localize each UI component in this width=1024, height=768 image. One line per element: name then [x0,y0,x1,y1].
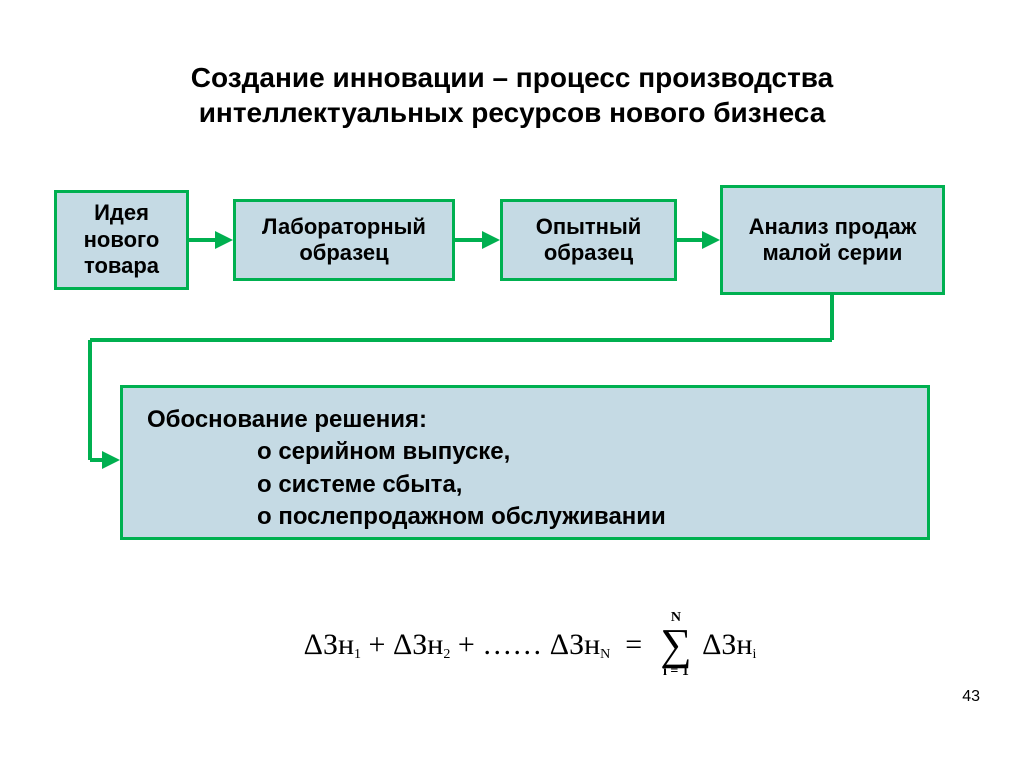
formula: ΔЗн1 + ΔЗн2 + …… ΔЗнN = N ∑ i = 1 ΔЗнi [250,600,810,690]
formula-delta-n: Δ [550,628,569,662]
sigma-block: N ∑ i = 1 [660,611,691,679]
formula-dots: …… [482,628,542,662]
formula-space [695,628,703,662]
formula-sub-2: 2 [443,647,450,663]
formula-sub-i: i [752,647,756,663]
formula-sub-n: N [600,647,610,663]
formula-sub-1: 1 [354,647,361,663]
formula-plus-1: + [361,628,393,662]
formula-var-2: Зн [412,628,443,662]
sigma-icon: ∑ [660,625,691,665]
formula-var-1: Зн [323,628,354,662]
formula-var-n: Зн [569,628,600,662]
formula-equals: = [610,628,657,662]
formula-plus-3 [542,628,550,662]
sigma-bottom: i = 1 [663,665,689,679]
formula-plus-2: + [450,628,482,662]
formula-delta-i: Δ [702,628,721,662]
page-number: 43 [962,688,980,706]
formula-delta-1: Δ [304,628,323,662]
formula-delta-2: Δ [393,628,412,662]
formula-var-i: Зн [721,628,752,662]
